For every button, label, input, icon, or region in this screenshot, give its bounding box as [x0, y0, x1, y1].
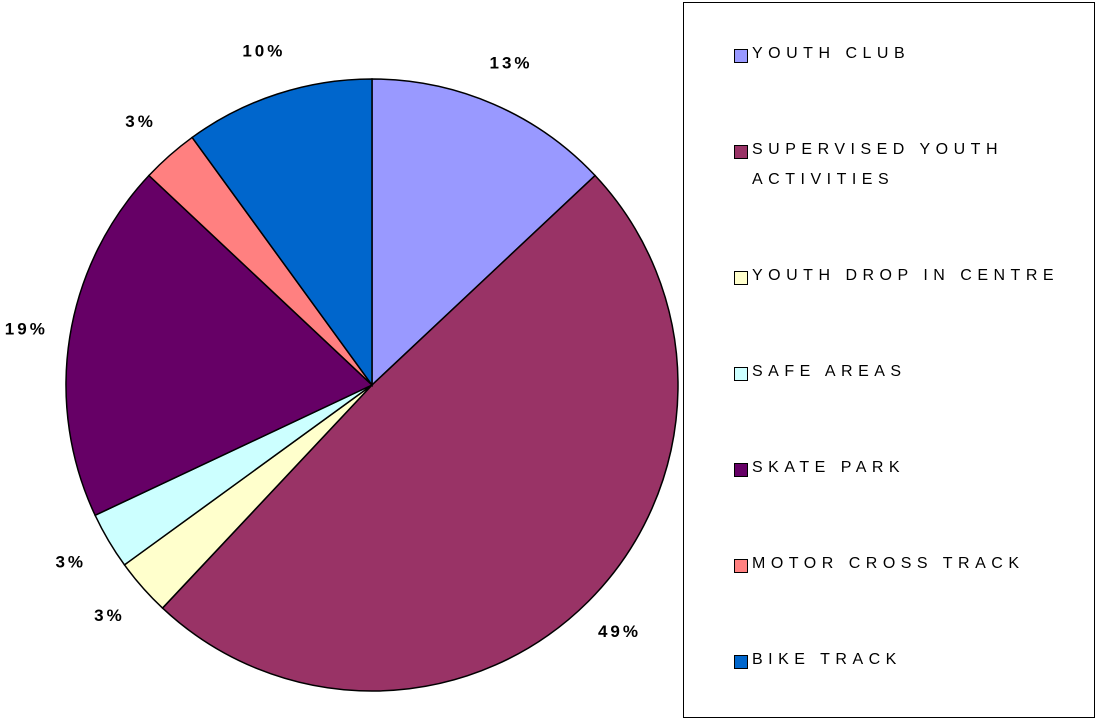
- legend-swatch: [734, 48, 748, 63]
- legend-item: YOUTH CLUB: [734, 45, 1094, 69]
- legend-swatch: [734, 366, 748, 381]
- data-label: 10%: [242, 42, 285, 61]
- legend-label: YOUTH DROP IN CENTRE: [752, 266, 1060, 284]
- chart: 13% 49% 3% 3% 19% 3% 10%: [5, 42, 679, 692]
- legend-label: MOTOR CROSS TRACK: [752, 554, 1025, 572]
- legend-label: BIKE TRACK: [752, 650, 902, 668]
- legend-swatch: [734, 462, 748, 477]
- legend-swatch: [734, 144, 748, 159]
- legend-item: YOUTH DROP IN CENTRE: [734, 267, 1094, 291]
- legend-label: YOUTH CLUB: [752, 44, 911, 62]
- pie-slice: [191, 78, 373, 388]
- legend-item: BIKE TRACK: [734, 651, 1094, 675]
- legend-swatch: [734, 654, 748, 669]
- legend-swatch: [734, 558, 748, 573]
- pie-slice: [371, 78, 597, 387]
- data-label: 3%: [55, 553, 86, 572]
- legend-label: SAFE AREAS: [752, 362, 907, 380]
- pie-slice: [65, 174, 374, 517]
- legend-item: SUPERVISED YOUTH ACTIVITIES: [734, 141, 1094, 195]
- legend-swatch: [734, 270, 748, 285]
- legend-item: SKATE PARK: [734, 459, 1094, 483]
- data-label: 3%: [125, 112, 156, 131]
- data-label: 49%: [598, 622, 641, 641]
- data-label: 3%: [94, 606, 125, 625]
- data-label: 19%: [5, 320, 48, 339]
- legend: YOUTH CLUB SUPERVISED YOUTH ACTIVITIES YOU…: [683, 2, 1095, 718]
- data-label: 13%: [489, 53, 532, 72]
- legend-item: SAFE AREAS: [734, 363, 1094, 387]
- legend-label: SUPERVISED YOUTH ACTIVITIES: [752, 140, 1004, 188]
- pie-slice: [161, 174, 679, 692]
- legend-label: SKATE PARK: [752, 458, 906, 476]
- legend-item: MOTOR CROSS TRACK: [734, 555, 1094, 579]
